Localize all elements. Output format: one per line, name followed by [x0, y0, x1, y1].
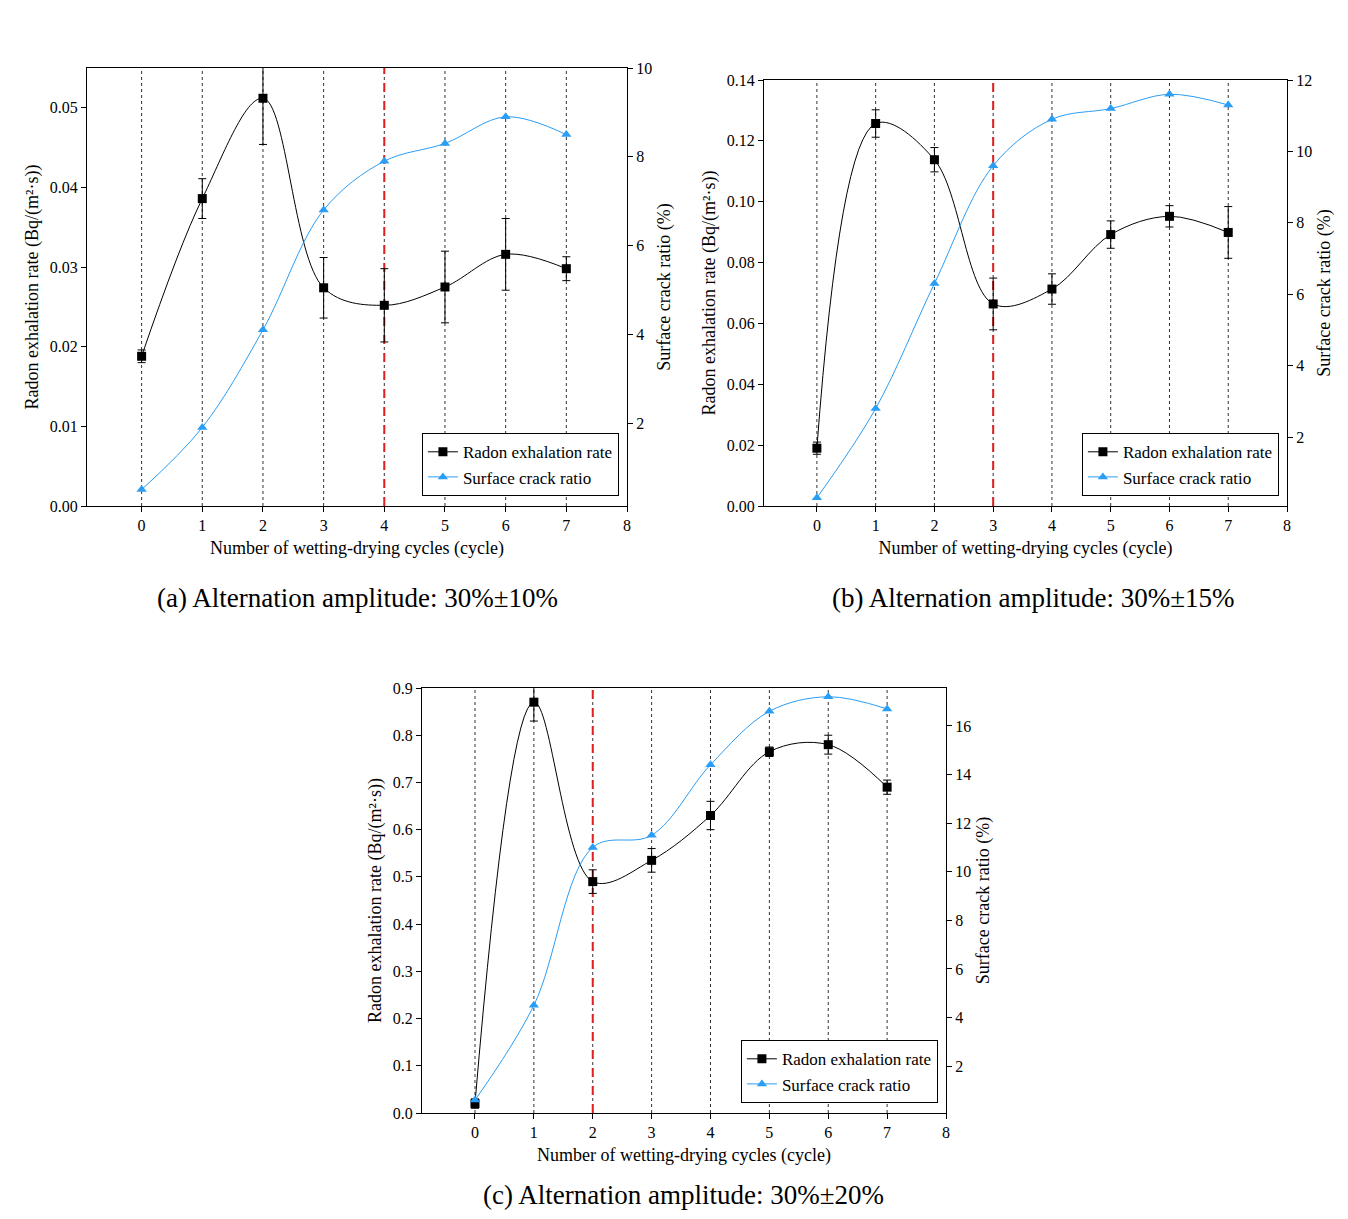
svg-text:8: 8 [955, 912, 963, 929]
svg-text:6: 6 [824, 1124, 832, 1141]
svg-text:0.2: 0.2 [393, 1010, 413, 1027]
svg-text:0.04: 0.04 [727, 376, 755, 393]
svg-text:2: 2 [955, 1058, 963, 1075]
svg-text:0.04: 0.04 [50, 179, 78, 196]
svg-text:0.0: 0.0 [393, 1105, 413, 1122]
svg-text:Surface crack ratio: Surface crack ratio [782, 1076, 910, 1095]
svg-text:2: 2 [636, 415, 644, 432]
svg-text:0.1: 0.1 [393, 1057, 413, 1074]
svg-text:2: 2 [1296, 429, 1304, 446]
svg-text:0.06: 0.06 [727, 315, 755, 332]
svg-text:0.00: 0.00 [727, 498, 755, 515]
svg-text:8: 8 [636, 148, 644, 165]
svg-text:4: 4 [955, 1009, 963, 1026]
svg-text:0.12: 0.12 [727, 132, 755, 149]
svg-text:Radon exhalation rate: Radon exhalation rate [463, 443, 612, 462]
svg-text:0: 0 [138, 517, 146, 534]
svg-text:0.9: 0.9 [393, 680, 413, 697]
svg-text:6: 6 [1165, 517, 1173, 534]
svg-text:10: 10 [636, 60, 652, 77]
svg-text:Surface crack ratio: Surface crack ratio [1123, 469, 1251, 488]
svg-text:Surface crack ratio (%): Surface crack ratio (%) [973, 817, 994, 984]
svg-text:5: 5 [441, 517, 449, 534]
svg-text:6: 6 [636, 237, 644, 254]
svg-text:10: 10 [1296, 143, 1312, 160]
svg-text:0.03: 0.03 [50, 259, 78, 276]
svg-text:0: 0 [471, 1124, 479, 1141]
svg-text:8: 8 [1296, 214, 1304, 231]
svg-text:3: 3 [989, 517, 997, 534]
svg-text:1: 1 [530, 1124, 538, 1141]
svg-text:8: 8 [1283, 517, 1291, 534]
svg-text:0.02: 0.02 [727, 437, 755, 454]
svg-text:0.08: 0.08 [727, 254, 755, 271]
svg-text:0.7: 0.7 [393, 774, 413, 791]
svg-text:14: 14 [955, 766, 971, 783]
svg-text:6: 6 [955, 961, 963, 978]
svg-text:(c) Alternation amplitude: 30%: (c) Alternation amplitude: 30%±20% [483, 1180, 884, 1210]
svg-text:Number of wetting-drying cycle: Number of wetting-drying cycles (cycle) [537, 1145, 831, 1166]
svg-text:0.02: 0.02 [50, 338, 78, 355]
svg-text:Radon exhalation rate: Radon exhalation rate [1123, 443, 1272, 462]
svg-text:4: 4 [1296, 357, 1304, 374]
svg-text:Surface crack ratio: Surface crack ratio [463, 469, 591, 488]
svg-text:Radon exhalation rate (Bq/(m²·: Radon exhalation rate (Bq/(m²·s)) [699, 171, 720, 416]
svg-text:5: 5 [765, 1124, 773, 1141]
svg-text:Radon exhalation rate (Bq/(m²·: Radon exhalation rate (Bq/(m²·s)) [365, 778, 386, 1023]
svg-text:16: 16 [955, 718, 971, 735]
svg-text:0.5: 0.5 [393, 868, 413, 885]
svg-text:2: 2 [259, 517, 267, 534]
svg-text:7: 7 [883, 1124, 891, 1141]
svg-text:0.4: 0.4 [393, 916, 413, 933]
svg-text:Number of wetting-drying cycle: Number of wetting-drying cycles (cycle) [879, 538, 1173, 559]
svg-text:8: 8 [623, 517, 631, 534]
svg-text:(b) Alternation amplitude: 30%: (b) Alternation amplitude: 30%±15% [832, 583, 1234, 613]
svg-text:12: 12 [955, 815, 971, 832]
svg-text:Radon exhalation rate (Bq/(m²·: Radon exhalation rate (Bq/(m²·s)) [22, 165, 43, 410]
svg-text:6: 6 [502, 517, 510, 534]
svg-text:(a) Alternation amplitude: 30%: (a) Alternation amplitude: 30%±10% [157, 583, 558, 613]
svg-text:0.01: 0.01 [50, 418, 78, 435]
svg-text:0.05: 0.05 [50, 99, 78, 116]
svg-text:0.00: 0.00 [50, 498, 78, 515]
svg-text:6: 6 [1296, 286, 1304, 303]
svg-text:0.8: 0.8 [393, 727, 413, 744]
svg-text:0.14: 0.14 [727, 72, 755, 89]
svg-text:8: 8 [942, 1124, 950, 1141]
svg-text:3: 3 [320, 517, 328, 534]
svg-text:2: 2 [589, 1124, 597, 1141]
svg-text:Radon exhalation rate: Radon exhalation rate [782, 1050, 931, 1069]
svg-text:4: 4 [636, 326, 644, 343]
svg-text:0: 0 [813, 517, 821, 534]
svg-text:2: 2 [930, 517, 938, 534]
svg-text:0.3: 0.3 [393, 963, 413, 980]
svg-text:7: 7 [1224, 517, 1232, 534]
svg-text:4: 4 [706, 1124, 714, 1141]
svg-text:Surface crack ratio (%): Surface crack ratio (%) [654, 203, 675, 370]
svg-text:0.10: 0.10 [727, 193, 755, 210]
svg-text:1: 1 [872, 517, 880, 534]
svg-text:7: 7 [562, 517, 570, 534]
svg-text:1: 1 [198, 517, 206, 534]
svg-text:4: 4 [380, 517, 388, 534]
svg-text:Surface crack ratio (%): Surface crack ratio (%) [1314, 209, 1335, 376]
svg-text:0.6: 0.6 [393, 821, 413, 838]
svg-text:10: 10 [955, 863, 971, 880]
svg-text:Number of wetting-drying cycle: Number of wetting-drying cycles (cycle) [210, 538, 504, 559]
svg-text:3: 3 [648, 1124, 656, 1141]
svg-text:4: 4 [1048, 517, 1056, 534]
svg-text:5: 5 [1107, 517, 1115, 534]
svg-text:12: 12 [1296, 72, 1312, 89]
